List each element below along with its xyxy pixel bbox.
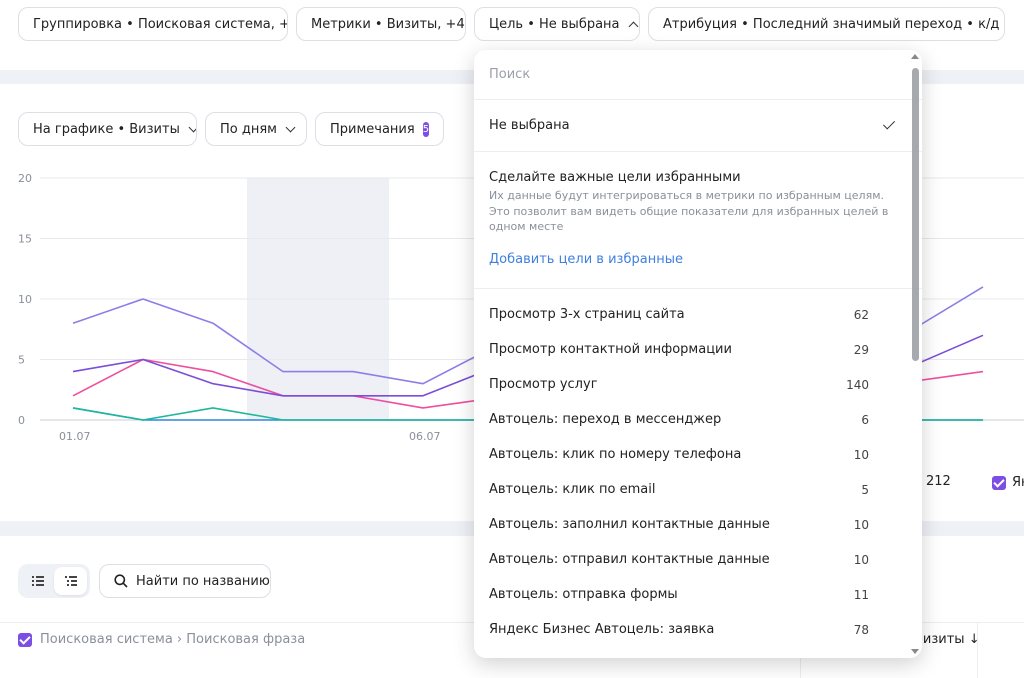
legend-checkbox[interactable]	[992, 475, 1006, 490]
dimension-header[interactable]: Поисковая система › Поисковая фраза	[18, 632, 305, 647]
search-by-name-label: Найти по названию	[136, 573, 270, 589]
favorites-promo: Сделайте важные цели избранными Их данны…	[474, 152, 922, 289]
goal-name: Автоцель: заполнил контактные данные	[489, 517, 770, 532]
goal-option[interactable]: Просмотр услуг 140	[474, 367, 922, 402]
select-all-checkbox[interactable]	[18, 632, 32, 647]
goal-name: Автоцель: клик по email	[489, 482, 656, 497]
goal-option[interactable]: Автоцель: клик по email 5	[474, 472, 922, 507]
goal-option[interactable]: Яндекс Бизнес Автоцель: заявка 78	[474, 612, 922, 647]
goal-option[interactable]: Просмотр 3-х страниц сайта 62	[474, 297, 922, 332]
favorites-title: Сделайте важные цели избранными	[489, 170, 741, 185]
goal-option[interactable]: Автоцель: заполнил контактные данные 10	[474, 507, 922, 542]
goal-option-none[interactable]: Не выбрана	[474, 100, 922, 152]
chevron-down-icon	[188, 122, 196, 132]
goal-name: Просмотр контактной информации	[489, 342, 732, 357]
goal-count: 6	[861, 412, 869, 427]
grouping-button[interactable]: Группировка • Поисковая система, +1	[18, 7, 288, 41]
legend-item[interactable]: Ян	[992, 475, 1024, 490]
on-chart-label: На графике • Визиты	[33, 121, 180, 137]
y-tick-label: 20	[18, 172, 32, 185]
goal-count: 5	[861, 482, 869, 497]
goal-dropdown: Поиск Не выбрана Сделайте важные цели из…	[474, 50, 922, 658]
period-select[interactable]: По дням	[205, 112, 307, 146]
goal-name: Автоцель: переход в мессенджер	[489, 412, 722, 427]
attribution-button[interactable]: Атрибуция • Последний значимый переход •…	[648, 7, 1005, 41]
goal-search-placeholder: Поиск	[489, 67, 531, 82]
goal-name: Автоцель: отправка формы	[489, 587, 678, 602]
metrics-button[interactable]: Метрики • Визиты, +4	[296, 7, 466, 41]
grouping-label: Группировка • Поисковая система, +1	[33, 16, 288, 32]
goal-count: 10	[853, 552, 869, 567]
chevron-down-icon	[285, 122, 296, 132]
favorites-description: Их данные будут интегрироваться в метрик…	[489, 189, 889, 233]
list-indent-icon	[64, 576, 77, 586]
goal-name: Автоцель: клик по номеру телефона	[489, 447, 742, 462]
dimension-label: Поисковая система › Поисковая фраза	[40, 632, 306, 647]
goal-search-input[interactable]: Поиск	[474, 50, 922, 100]
series-line	[72, 334, 984, 397]
goal-count: 29	[853, 342, 869, 357]
legend-item-label: Ян	[1012, 475, 1024, 490]
check-icon	[882, 117, 896, 130]
goal-option-label: Не выбрана	[489, 118, 570, 133]
add-favorites-link[interactable]: Добавить цели в избранные	[489, 251, 683, 267]
goal-count: 10	[853, 447, 869, 462]
scroll-down-arrow-icon[interactable]	[911, 649, 919, 654]
goal-option[interactable]: Просмотр контактной информации 29	[474, 332, 922, 367]
list-icon	[31, 576, 44, 586]
search-by-name-button[interactable]: Найти по названию	[99, 564, 271, 598]
view-toggle	[18, 564, 90, 598]
goal-label: Цель • Не выбрана	[489, 16, 620, 32]
goal-option[interactable]: Автоцель: отправка формы 11	[474, 577, 922, 612]
goal-name: Автоцель: отправил контактные данные	[489, 552, 770, 567]
notes-count-badge: 5	[422, 121, 430, 137]
attribution-label: Атрибуция • Последний значимый переход •…	[663, 16, 1000, 32]
notes-button[interactable]: Примечания 5	[315, 112, 444, 146]
visits-column-header[interactable]: Визиты ↓	[914, 632, 980, 647]
x-tick-label: 01.07	[59, 430, 91, 440]
goal-count: 11	[853, 587, 869, 602]
period-label: По дням	[220, 121, 277, 137]
y-tick-label: 5	[18, 354, 25, 367]
goal-name: Просмотр 3-х страниц сайта	[489, 307, 685, 322]
goal-option[interactable]: Автоцель: отправил контактные данные 10	[474, 542, 922, 577]
goal-option[interactable]: Автоцель: переход в мессенджер 6	[474, 402, 922, 437]
goal-count: 140	[846, 377, 869, 392]
goal-count: 62	[853, 307, 869, 322]
series-line	[72, 407, 983, 421]
goal-name: Просмотр услуг	[489, 377, 598, 392]
x-tick-label: 06.07	[409, 430, 441, 440]
y-tick-label: 15	[18, 233, 32, 246]
on-chart-select[interactable]: На графике • Визиты	[18, 112, 197, 146]
dropdown-scrollbar[interactable]	[910, 54, 920, 654]
metrics-label: Метрики • Визиты, +4	[311, 16, 465, 32]
scroll-up-arrow-icon[interactable]	[911, 54, 919, 59]
chevron-up-icon	[628, 21, 638, 31]
tree-view-button[interactable]	[21, 567, 54, 595]
y-tick-label: 10	[18, 293, 32, 306]
goal-count: 78	[853, 622, 869, 637]
series-line	[72, 286, 984, 385]
search-icon	[114, 574, 128, 588]
notes-label: Примечания	[330, 121, 415, 137]
column-divider	[977, 623, 978, 678]
scrollbar-thumb[interactable]	[912, 68, 919, 361]
goal-button[interactable]: Цель • Не выбрана	[474, 7, 640, 41]
goal-name: Яндекс Бизнес Автоцель: заявка	[489, 622, 715, 637]
goal-option[interactable]: Автоцель: клик по номеру телефона 10	[474, 437, 922, 472]
goal-count: 10	[853, 517, 869, 532]
legend-total: 212	[926, 474, 951, 489]
goal-list: Просмотр 3-х страниц сайта 62 Просмотр кон…	[474, 289, 922, 647]
flat-view-button[interactable]	[54, 567, 87, 595]
y-tick-label: 0	[18, 414, 25, 427]
